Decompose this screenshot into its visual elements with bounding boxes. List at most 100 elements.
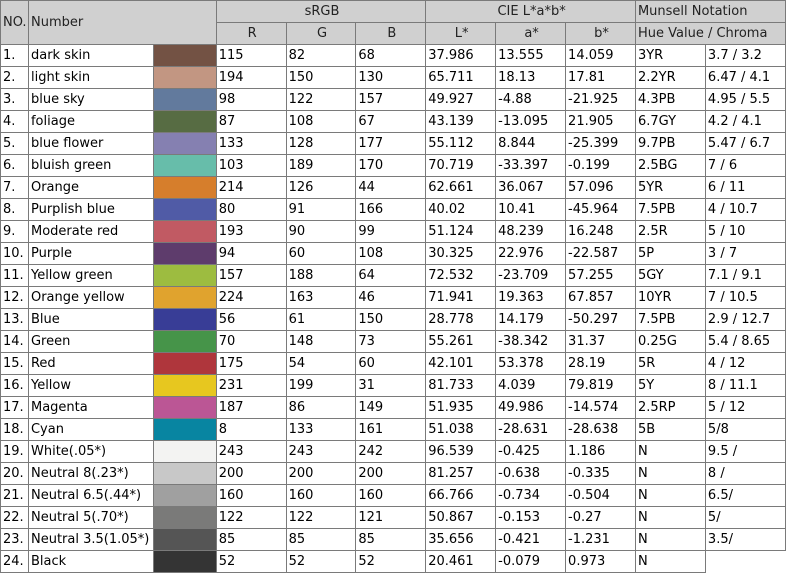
color-swatch <box>152 330 217 353</box>
cell-b: 99 <box>355 220 427 243</box>
cell-name: Moderate red <box>27 220 154 243</box>
cell-no: 18. <box>0 418 29 441</box>
cell-g: 122 <box>285 88 357 111</box>
cell-r: 56 <box>215 308 287 331</box>
cell-b: 130 <box>355 66 427 89</box>
table-row: 20. Neutral 8(.23*) 200 200 200 81.257 -0.638-… <box>0 462 786 485</box>
cell-hue: 2.5RP <box>634 396 706 419</box>
cell-value-chroma: 5 / 10 <box>704 220 786 243</box>
cell-l: 96.539 <box>425 440 497 463</box>
cell-hue: 10YR <box>634 286 706 309</box>
color-swatch-fill <box>154 375 216 396</box>
color-swatch-fill <box>154 463 216 484</box>
cell-l: 51.124 <box>425 220 497 243</box>
cell-no: 3. <box>0 88 29 111</box>
cell-name: Purple <box>27 242 154 265</box>
table-row: 21. Neutral 6.5(.44*) 160 160 160 66.766 -0.73… <box>0 484 786 507</box>
cell-r: 80 <box>215 198 287 221</box>
cell-hue: 0.25G <box>634 330 706 353</box>
header-hue-value-chroma: Hue Value / Chroma <box>634 22 786 45</box>
cell-r: 231 <box>215 374 287 397</box>
cell-l: 55.112 <box>425 132 497 155</box>
color-swatch-fill <box>154 221 216 242</box>
cell-value-chroma: 6.5/ <box>704 484 786 507</box>
cell-value-chroma: 9.5 / <box>704 440 786 463</box>
color-swatch-fill <box>154 133 216 154</box>
table-row: 3. blue sky 98 122 157 49.927 -4.88 -21.925 4.3P… <box>0 88 786 111</box>
cell-a: 13.555 <box>495 44 567 67</box>
color-swatch <box>152 264 217 287</box>
cell-no: 21. <box>0 484 29 507</box>
cell-bstar: -45.964 <box>565 198 636 221</box>
cell-r: 70 <box>215 330 287 353</box>
cell-hue: 5Y <box>634 374 706 397</box>
cell-hue: 5B <box>634 418 706 441</box>
cell-l: 20.461 <box>425 550 497 573</box>
cell-hue: 5GY <box>634 264 706 287</box>
cell-r: 85 <box>215 528 287 551</box>
cell-r: 224 <box>215 286 287 309</box>
cell-g: 122 <box>285 506 357 529</box>
color-swatch <box>152 440 217 463</box>
cell-name: blue flower <box>27 132 154 155</box>
cell-r: 87 <box>215 110 287 133</box>
cell-r: 214 <box>215 176 287 199</box>
cell-g: 163 <box>285 286 357 309</box>
header-cielab: CIE L*a*b* <box>425 0 636 23</box>
cell-bstar: 21.905 <box>565 110 636 133</box>
color-swatch-fill <box>154 67 216 88</box>
cell-r: 133 <box>215 132 287 155</box>
cell-l: 55.261 <box>425 330 497 353</box>
cell-hue: 2.5R <box>634 220 706 243</box>
cell-r: 193 <box>215 220 287 243</box>
cell-r: 157 <box>215 264 287 287</box>
cell-a: -0.425 <box>495 440 567 463</box>
cell-r: 243 <box>215 440 287 463</box>
cell-r: 8 <box>215 418 287 441</box>
cell-l: 50.867 <box>425 506 497 529</box>
color-swatch <box>152 396 217 419</box>
table-row: 16. Yellow 231 199 31 81.733 4.039 79.819 5Y 8 / … <box>0 374 786 397</box>
cell-a: 48.239 <box>495 220 567 243</box>
cell-hue: 5R <box>634 352 706 375</box>
color-swatch-fill <box>154 45 216 66</box>
cell-bstar: 57.255 <box>565 264 636 287</box>
cell-l: 71.941 <box>425 286 497 309</box>
cell-a: 19.363 <box>495 286 567 309</box>
cell-value-chroma: 5.4 / 8.65 <box>704 330 786 353</box>
color-swatch-fill <box>154 265 216 286</box>
color-swatch-fill <box>154 155 216 176</box>
cell-bstar: -14.574 <box>565 396 636 419</box>
table-row: 19. White(.05*) 243 243 242 96.539 -0.425 1.186… <box>0 440 786 463</box>
cell-r: 200 <box>215 462 287 485</box>
cell-a: 49.986 <box>495 396 567 419</box>
table-row: 4. foliage 87 108 67 43.139 -13.095 21.905 6.7GY… <box>0 110 786 133</box>
cell-bstar: -0.27 <box>565 506 636 529</box>
cell-bstar: 28.19 <box>565 352 636 375</box>
cell-r: 52 <box>215 550 287 573</box>
cell-name: Yellow <box>27 374 154 397</box>
cell-a: 10.41 <box>495 198 567 221</box>
cell-hue: N <box>634 462 706 485</box>
cell-no: 9. <box>0 220 29 243</box>
color-swatch <box>152 176 217 199</box>
cell-bstar: 67.857 <box>565 286 636 309</box>
cell-value-chroma: 8 / 11.1 <box>704 374 786 397</box>
header-b: B <box>355 22 427 45</box>
cell-g: 61 <box>285 308 357 331</box>
table-row: 7. Orange 214 126 44 62.661 36.067 57.096 5YR 6 /… <box>0 176 786 199</box>
color-swatch-fill <box>154 529 216 550</box>
cell-name: bluish green <box>27 154 154 177</box>
color-swatch <box>152 528 217 551</box>
cell-g: 82 <box>285 44 357 67</box>
cell-value-chroma: 5 / 12 <box>704 396 786 419</box>
cell-bstar: 1.186 <box>565 440 636 463</box>
color-swatch-fill <box>154 419 216 440</box>
color-swatch-fill <box>154 485 216 506</box>
cell-b: 166 <box>355 198 427 221</box>
table-row: 24. Black 52 52 52 20.461 -0.079 0.973 N <box>0 550 786 573</box>
cell-l: 30.325 <box>425 242 497 265</box>
table-row: 22. Neutral 5(.70*) 122 122 121 50.867 -0.153-… <box>0 506 786 529</box>
cell-value-chroma: 5.47 / 6.7 <box>704 132 786 155</box>
